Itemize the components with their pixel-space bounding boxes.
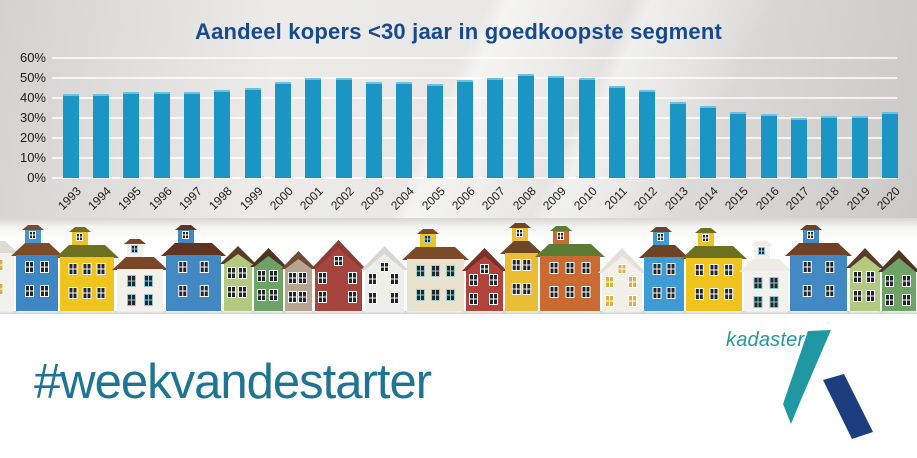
bar-1995	[123, 92, 140, 178]
small-white-house	[112, 239, 168, 314]
chart-title: Aandeel kopers <30 jaar in goedkoopste s…	[195, 19, 722, 44]
y-axis-tick-label: 30%	[19, 110, 46, 125]
bar-1996	[153, 92, 170, 178]
bar-2004	[396, 82, 413, 178]
hashtag-text: #weekvandestarter	[34, 355, 432, 409]
yellow-house	[55, 227, 119, 314]
bar-2020	[882, 112, 899, 178]
yellow-house	[681, 228, 747, 314]
grid-line	[52, 57, 897, 59]
bar-1999	[244, 88, 261, 178]
light-green-gable-house	[846, 248, 884, 314]
y-axis-tick-label: 40%	[19, 90, 46, 105]
cream-house	[402, 229, 469, 314]
light-blue-house	[639, 227, 689, 314]
red-gable-house	[462, 248, 507, 314]
y-axis-tick-label: 50%	[19, 70, 46, 85]
bar-2012	[639, 90, 656, 178]
bar-2001	[305, 78, 322, 178]
bar-2017	[791, 118, 808, 178]
bar-2015	[730, 112, 747, 178]
bar-2014	[699, 106, 716, 178]
bar-2005	[426, 84, 443, 178]
blue-house	[785, 225, 852, 314]
bar-1993	[62, 94, 79, 178]
grid-line	[52, 77, 897, 79]
y-axis-tick-label: 10%	[19, 150, 46, 165]
white-sliver-house	[0, 241, 19, 314]
toy-houses-illustration	[0, 223, 917, 314]
kadaster-k-mark-icon	[783, 330, 873, 439]
bar-2002	[335, 78, 352, 178]
grid-line	[52, 177, 897, 179]
grid-line	[52, 157, 897, 159]
grid-line	[52, 117, 897, 119]
bar-2013	[669, 102, 686, 178]
logo-k-leg	[823, 374, 873, 439]
dark-red-gable-house	[311, 240, 366, 314]
small-white-house	[739, 241, 793, 314]
bar-2011	[608, 86, 625, 178]
bar-2019	[851, 116, 868, 178]
bar-2003	[366, 82, 383, 178]
ground-line	[0, 312, 917, 314]
bar-2009	[548, 76, 565, 178]
gold-house	[500, 223, 543, 314]
orange-house	[535, 226, 605, 314]
bar-2007	[487, 78, 504, 178]
toy-houses-photo	[0, 218, 917, 322]
bar-2000	[274, 82, 291, 178]
footer: #weekvandestarter kadaster	[0, 322, 917, 458]
y-axis-tick-label: 0%	[27, 170, 46, 185]
white-gable-house	[361, 246, 408, 314]
green-gable-house	[250, 248, 287, 314]
light-green-gable-house	[220, 246, 256, 314]
y-axis-tick-label: 60%	[19, 50, 46, 65]
tan-gable-house	[281, 251, 316, 314]
bar-chart: Aandeel kopers <30 jaar in goedkoopste s…	[0, 0, 917, 218]
green-gable-house	[878, 250, 917, 314]
bar-2008	[517, 74, 534, 178]
kadaster-logo-text: kadaster	[726, 329, 805, 351]
bar-1998	[214, 90, 231, 178]
bar-2010	[578, 78, 595, 178]
blue-house	[161, 225, 226, 314]
grid-line	[52, 97, 897, 99]
blue-house	[11, 225, 63, 314]
bar-1997	[183, 92, 200, 178]
y-axis-tick-label: 20%	[19, 130, 46, 145]
bar-2016	[760, 114, 777, 178]
grid-line	[52, 137, 897, 139]
bar-2018	[821, 116, 838, 178]
logo-pen-blade	[783, 330, 831, 424]
white-gable-house	[598, 248, 646, 314]
bar-2006	[457, 80, 474, 178]
bar-1994	[92, 94, 109, 178]
